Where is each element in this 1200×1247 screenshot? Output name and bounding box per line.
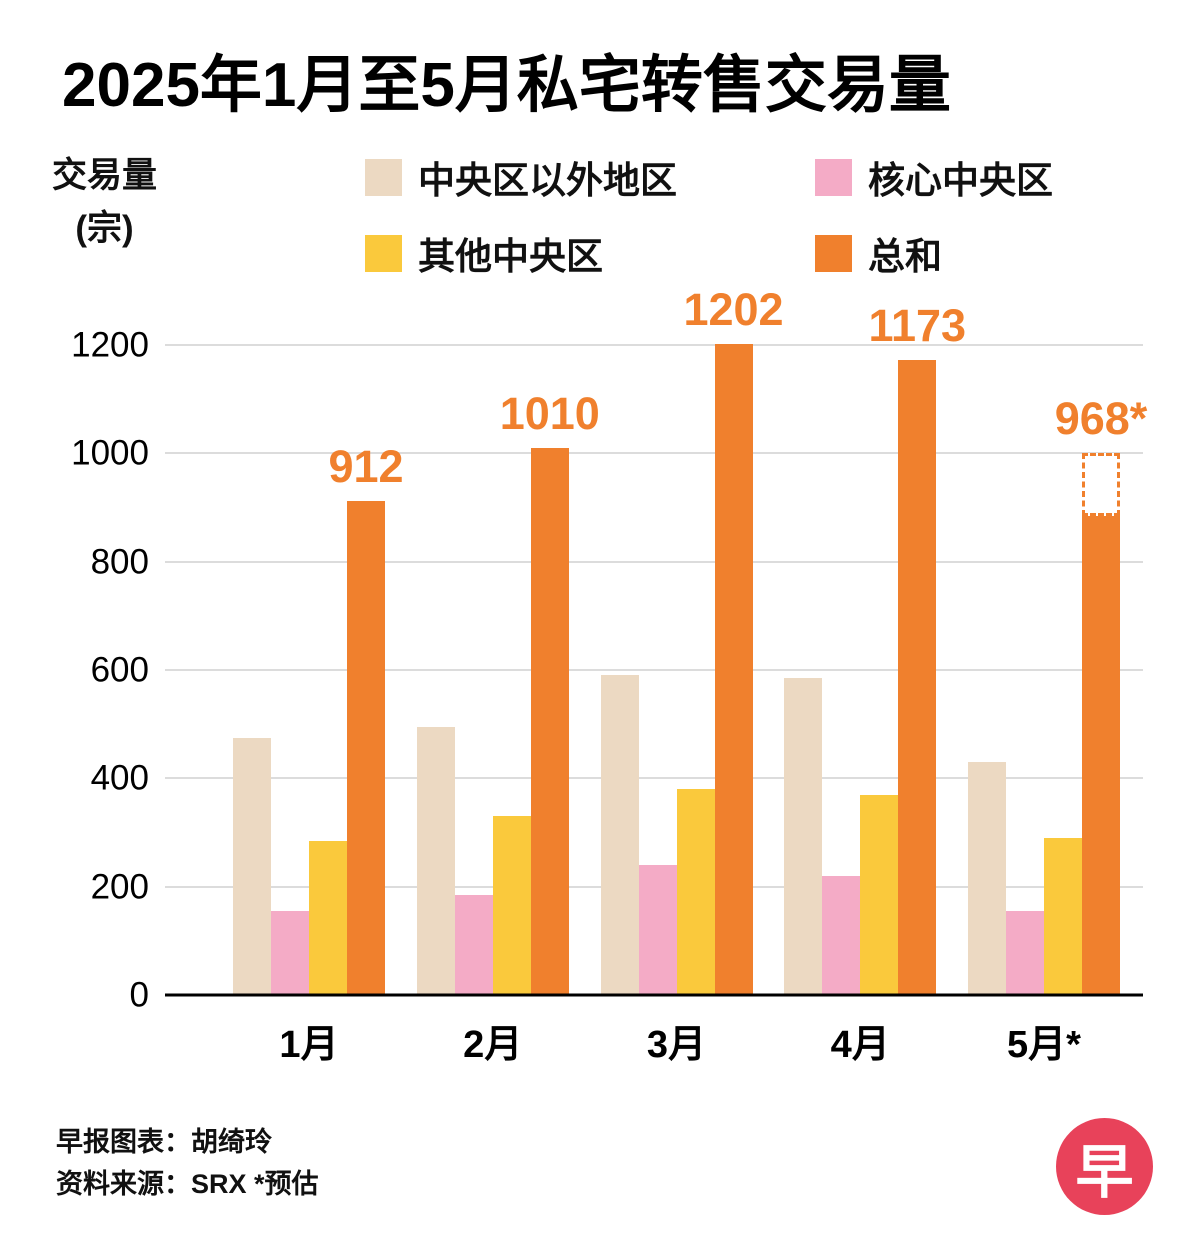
bar-total [898, 359, 937, 995]
bar-core-central [822, 875, 861, 995]
bar-group-2月: 1010 2月 [416, 345, 600, 1066]
y-tick-label: 0 [129, 975, 149, 1015]
x-axis-baseline [165, 993, 1143, 997]
legend-swatch-outside-central [365, 158, 402, 196]
y-tick-label: 400 [90, 758, 149, 798]
gridline [165, 344, 1143, 346]
legend-item-core-central: 核心中央区 [815, 150, 1053, 204]
bar-group-1月: 912 1月 [233, 345, 404, 1066]
legend-item-outside-central: 中央区以外地区 [365, 150, 815, 204]
footer: 早报图表：胡绮玲 资料来源：SRX *预估 [56, 1122, 319, 1206]
bar-rest-central [309, 840, 347, 995]
legend-label-total: 总和 [868, 236, 942, 277]
bar-core-central [454, 894, 493, 995]
legend-swatch-rest-central [365, 234, 402, 272]
x-axis-label: 3月 [646, 1024, 707, 1066]
y-axis-title-line2: (宗) [75, 208, 134, 248]
estimate-dashed-box [1082, 453, 1120, 516]
total-value-label: 968* [1054, 393, 1148, 445]
legend-label-rest-central: 其他中央区 [418, 236, 603, 277]
total-value-label: 1010 [499, 387, 600, 439]
bar-outside-central [233, 737, 271, 995]
gridline [165, 452, 1143, 455]
legend-label-outside-central: 中央区以外地区 [418, 160, 677, 201]
legend-item-total: 总和 [815, 226, 1053, 280]
x-axis-label: 4月 [830, 1024, 890, 1066]
bar-rest-central [676, 789, 715, 995]
bar-groups: 912 1月 1010 2月 1202 3月 1173 4月 968* 5月* [165, 287, 1147, 1066]
y-tick-label: 800 [90, 542, 149, 582]
total-value-label: 1202 [683, 283, 784, 335]
x-axis-label: 5月* [1007, 1024, 1081, 1066]
bar-total [1082, 515, 1120, 995]
total-value-label: 1173 [868, 299, 967, 351]
source-line: 资料来源：SRX *预估 [56, 1168, 319, 1199]
legend-swatch-total [815, 234, 852, 272]
legend-item-rest-central: 其他中央区 [365, 226, 815, 280]
bar-total [714, 343, 753, 995]
legend-label-core-central: 核心中央区 [868, 160, 1053, 201]
bar-total [347, 501, 385, 995]
y-tick-label: 1000 [71, 433, 149, 473]
bar-chart-plot: 912 1月 1010 2月 1202 3月 1173 4月 968* 5月* 0 200 400 60… [71, 287, 1147, 1066]
x-axis-label: 2月 [463, 1024, 523, 1066]
bar-outside-central [784, 678, 823, 995]
bar-core-central [638, 865, 677, 995]
gridline [165, 669, 1143, 671]
zaobao-logo-glyph: 早 [1075, 1139, 1134, 1205]
bar-rest-central [1044, 837, 1082, 995]
bar-rest-central [860, 794, 899, 995]
legend: 中央区以外地区 核心中央区其他中央区 总和 [365, 150, 1053, 280]
y-axis-title-line1: 交易量 [52, 156, 158, 195]
bar-group-4月: 1173 4月 [784, 303, 966, 1066]
zaobao-logo: 早 [1056, 1118, 1153, 1215]
bar-rest-central [492, 816, 531, 995]
y-tick-label: 1200 [71, 325, 149, 365]
bar-total [530, 447, 569, 995]
gridline [165, 777, 1143, 780]
bar-outside-central [600, 675, 639, 995]
y-axis-title: 交易量 (宗) [52, 150, 157, 255]
bar-group-3月: 1202 3月 [600, 287, 784, 1066]
legend-swatch-core-central [815, 158, 852, 196]
gridline [165, 560, 1143, 563]
y-tick-label: 200 [90, 867, 149, 907]
y-tick-label: 600 [90, 650, 149, 690]
bar-group-5月*: 968* 5月* [968, 345, 1147, 1066]
credit-line: 早报图表：胡绮玲 [56, 1127, 272, 1157]
bar-core-central [1006, 911, 1044, 995]
total-value-label: 912 [328, 441, 404, 492]
chart-title: 2025年1月至5月私宅转售交易量 [62, 51, 951, 120]
x-axis-label: 1月 [279, 1024, 339, 1066]
bar-outside-central [968, 762, 1006, 995]
bar-outside-central [416, 726, 455, 995]
bar-core-central [271, 911, 309, 995]
